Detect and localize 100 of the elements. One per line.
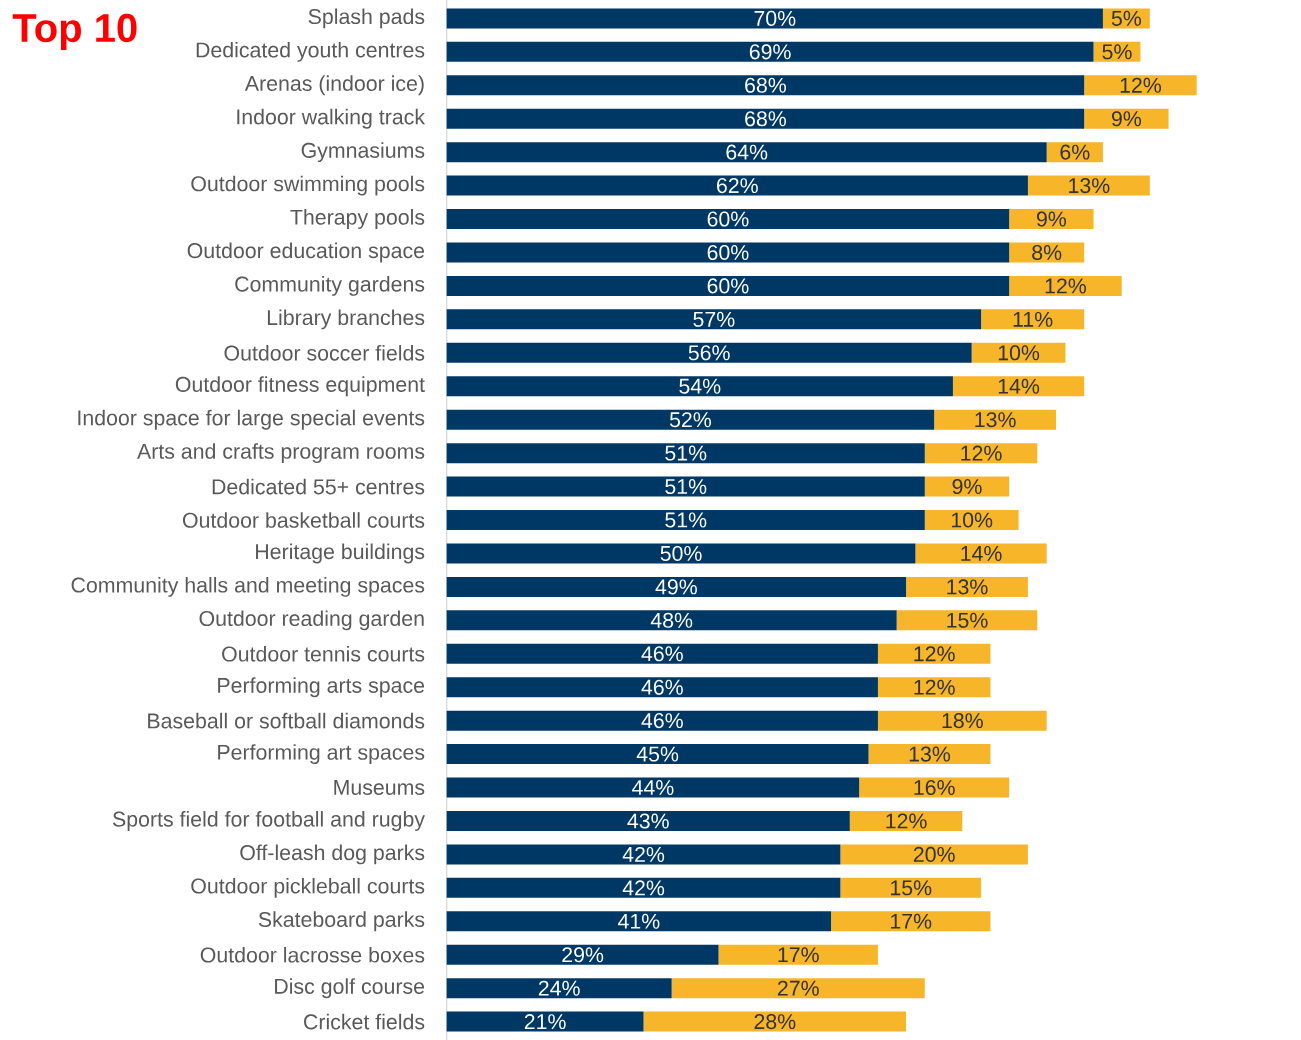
y-tick-label: Arenas (indoor ice) <box>244 75 424 96</box>
bar <box>952 376 1085 397</box>
bar <box>859 777 1010 798</box>
bar <box>643 1011 907 1032</box>
bar <box>446 342 972 363</box>
data-label: 54% <box>679 378 721 394</box>
bar <box>446 108 1085 129</box>
bar <box>446 209 1010 230</box>
data-label: 46% <box>641 646 683 662</box>
y-tick-label: Disc golf course <box>275 978 425 999</box>
bar <box>840 877 982 898</box>
data-label: 13% <box>947 579 988 595</box>
data-label: 44% <box>632 780 674 795</box>
bar <box>877 710 1047 731</box>
bar <box>446 810 850 831</box>
data-label: 51% <box>665 479 707 495</box>
y-tick-label: Sports field for football and rugby <box>112 811 425 831</box>
bar <box>446 710 878 731</box>
data-label: 57% <box>693 311 735 327</box>
y-tick-label: Arts and crafts program rooms <box>137 443 425 464</box>
data-label: 64% <box>726 144 768 160</box>
data-label: 52% <box>669 412 712 428</box>
bar <box>868 744 991 765</box>
bar <box>446 777 860 798</box>
data-label: 21% <box>524 1014 566 1030</box>
data-label: 17% <box>891 913 932 929</box>
bar <box>446 576 907 597</box>
data-label: 46% <box>641 713 683 729</box>
y-tick-label: Community gardens <box>235 275 425 296</box>
data-label: 11% <box>1013 311 1053 327</box>
data-label: 14% <box>998 378 1040 394</box>
y-tick-label: Cricket fields <box>304 1013 425 1030</box>
bar <box>446 142 1047 163</box>
y-tick-label: Outdoor pickleball courts <box>191 877 425 898</box>
data-label: 17% <box>778 947 819 963</box>
y-tick-label: Outdoor lacrosse boxes <box>200 946 425 963</box>
data-label: 42% <box>622 880 665 896</box>
data-label: 50% <box>660 545 702 561</box>
data-label: 62% <box>717 178 758 194</box>
data-label: 49% <box>655 579 697 595</box>
y-tick-label: Dedicated youth centres <box>196 41 425 62</box>
data-label: 60% <box>707 211 749 227</box>
bar <box>446 8 1103 29</box>
bar <box>446 744 869 765</box>
y-tick-label: Outdoor basketball courts <box>182 512 425 528</box>
data-label: 8% <box>1032 244 1062 261</box>
y-tick-label: Gymnasiums <box>301 142 425 163</box>
bar <box>446 175 1028 196</box>
data-label: 46% <box>641 679 683 695</box>
data-label: 9% <box>1036 211 1067 227</box>
data-label: 12% <box>961 445 1002 461</box>
bar <box>446 610 897 631</box>
data-label: 51% <box>665 512 707 528</box>
y-tick-label: Splash pads <box>308 8 425 29</box>
bar <box>446 309 982 330</box>
bar <box>1009 275 1122 296</box>
data-label: 29% <box>562 947 604 963</box>
data-label: 60% <box>707 244 749 261</box>
y-tick-label: Outdoor swimming pools <box>191 175 425 196</box>
bar <box>718 944 878 965</box>
bar <box>446 409 935 430</box>
bar <box>446 978 672 999</box>
y-tick-label: Baseball or softball diamonds <box>148 712 425 729</box>
y-tick-label: Performing arts space <box>218 677 425 698</box>
y-tick-label: Therapy pools <box>290 209 425 229</box>
data-label: 12% <box>1120 77 1162 93</box>
bar <box>877 643 991 664</box>
data-label: 12% <box>886 813 927 829</box>
bar <box>906 576 1028 597</box>
y-tick-label: Outdoor fitness equipment <box>175 376 425 397</box>
bar <box>1084 108 1169 129</box>
bar <box>849 810 963 831</box>
bar <box>671 978 925 999</box>
y-tick-label: Outdoor education space <box>187 242 425 263</box>
data-label: 12% <box>914 679 955 695</box>
bar <box>446 543 916 564</box>
data-label: 20% <box>913 846 955 862</box>
data-label: 9% <box>1111 111 1142 127</box>
bar <box>924 443 1038 464</box>
data-label: 45% <box>636 746 679 762</box>
data-label: 41% <box>618 913 660 929</box>
data-label: 60% <box>707 278 749 294</box>
data-label: 15% <box>947 612 988 628</box>
data-label: 16% <box>914 779 955 796</box>
bar <box>446 677 878 698</box>
bar <box>446 443 925 464</box>
y-tick-label: Off-leash dog parks <box>240 844 425 865</box>
data-label: 10% <box>998 345 1040 361</box>
bar <box>446 944 719 965</box>
data-label: 5% <box>1102 44 1132 60</box>
bar <box>924 510 1019 531</box>
bar <box>924 476 1010 497</box>
data-label: 13% <box>975 412 1016 428</box>
data-label: 5% <box>1111 10 1142 26</box>
data-label: 48% <box>650 612 693 628</box>
data-label: 18% <box>942 713 983 729</box>
data-label: 9% <box>952 479 982 495</box>
y-tick-label: Indoor space for large special events <box>78 409 425 430</box>
data-label: 10% <box>951 512 993 528</box>
data-label: 28% <box>754 1014 796 1030</box>
